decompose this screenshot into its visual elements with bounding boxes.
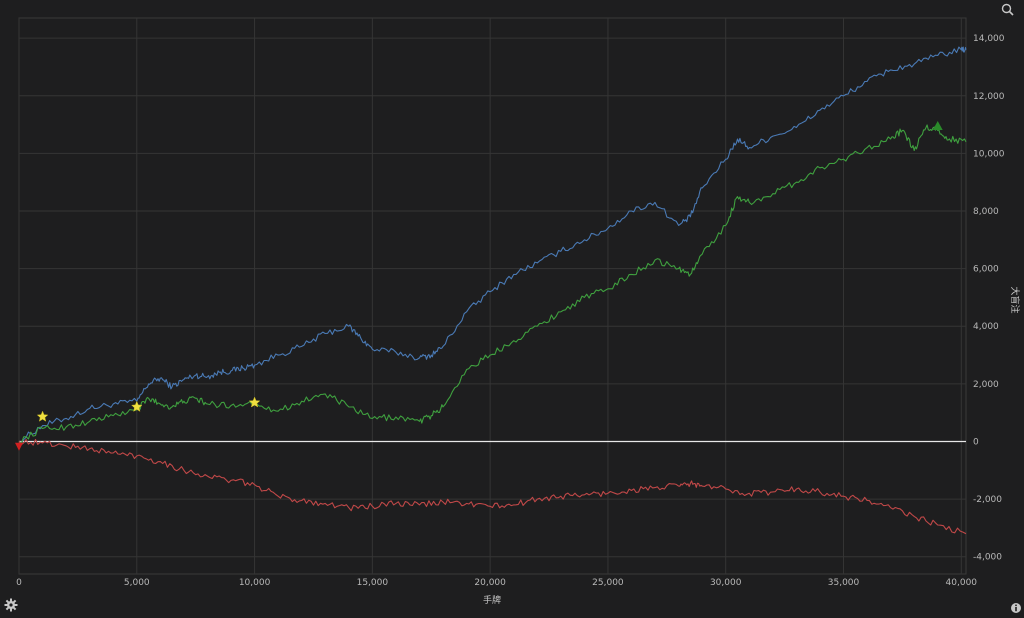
series-line-0 <box>18 46 967 444</box>
y-tick-labels: -4,000 -2,000 0 2,000 4,000 6,000 8,000 10,000 1… <box>973 34 1005 563</box>
y-tick-label: 8,000 <box>973 207 999 217</box>
info-icon[interactable] <box>1010 599 1022 613</box>
star-marker <box>248 396 261 408</box>
star-marker <box>36 410 49 422</box>
zoom-icon[interactable] <box>1000 2 1016 18</box>
y-tick-label: 0 <box>973 437 979 447</box>
x-tick-label: 15,000 <box>357 578 389 588</box>
x-tick-label: 35,000 <box>828 578 860 588</box>
y-tick-label: -2,000 <box>973 495 1002 505</box>
x-tick-label: 0 <box>16 578 22 588</box>
peak-marker <box>932 121 943 131</box>
series-line-1 <box>18 124 967 444</box>
gear-icon[interactable] <box>4 597 18 612</box>
y-tick-label: -4,000 <box>973 553 1002 563</box>
series-layer <box>18 46 967 535</box>
x-tick-label: 5,000 <box>124 578 150 588</box>
x-tick-label: 20,000 <box>474 578 506 588</box>
plot-frame <box>18 17 967 575</box>
y-tick-label: 14,000 <box>973 34 1005 44</box>
y-tick-label: 2,000 <box>973 380 999 390</box>
marker-layer <box>15 121 943 451</box>
x-tick-labels: 0 5,000 10,000 15,000 20,000 25,000 30,000 35,0… <box>16 578 977 588</box>
start-marker <box>15 442 23 451</box>
y-tick-label: 6,000 <box>973 265 999 275</box>
star-marker <box>130 400 143 412</box>
y-tick-label: 12,000 <box>973 92 1005 102</box>
y-tick-label: 10,000 <box>973 149 1005 159</box>
y-axis-label: 大盲注 <box>1009 286 1021 313</box>
series-line-2 <box>18 438 967 535</box>
grid <box>18 17 967 575</box>
x-tick-label: 30,000 <box>710 578 742 588</box>
y-tick-label: 4,000 <box>973 322 999 332</box>
x-tick-label: 10,000 <box>239 578 271 588</box>
x-tick-label: 40,000 <box>946 578 978 588</box>
x-axis-label: 手牌 <box>483 594 501 606</box>
x-tick-label: 25,000 <box>592 578 624 588</box>
